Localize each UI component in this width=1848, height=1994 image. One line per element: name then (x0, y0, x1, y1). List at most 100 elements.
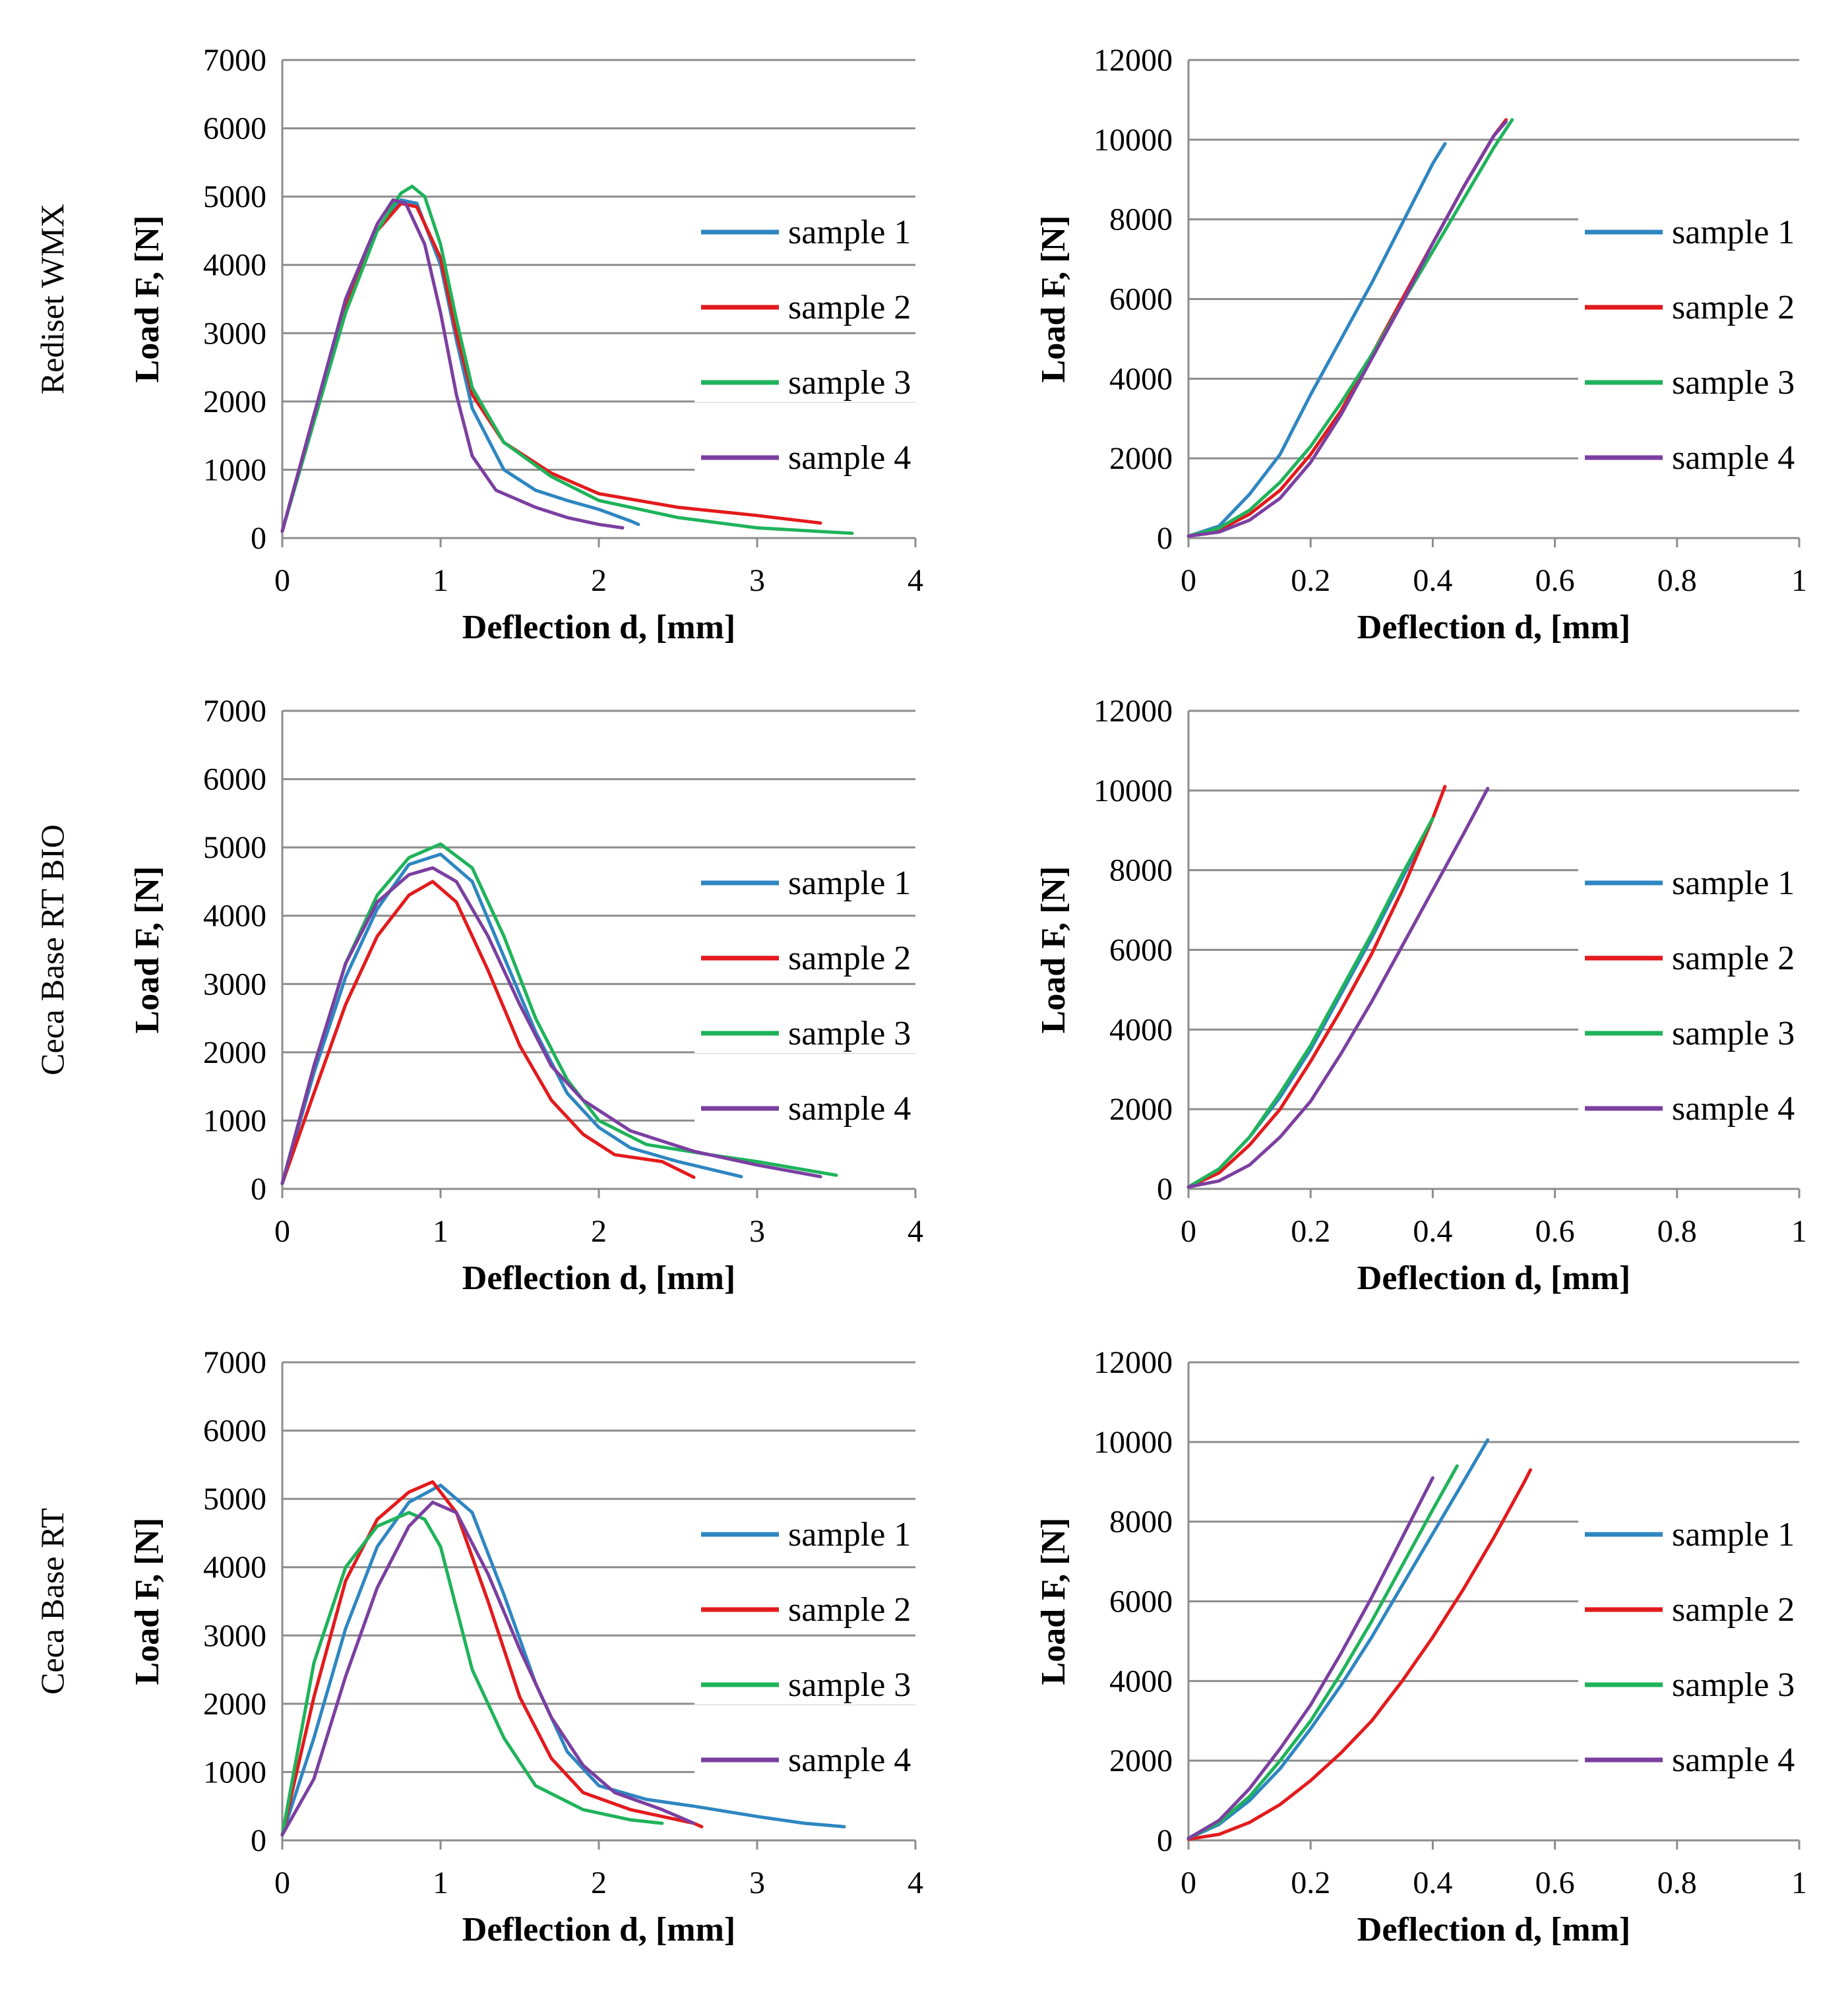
legend-label: sample 3 (788, 1666, 911, 1704)
series-line-sample-3 (1186, 118, 1514, 538)
x-tick-label: 0 (274, 1214, 290, 1249)
y-tick-label: 0 (251, 1172, 266, 1207)
legend-label: sample 1 (1672, 1516, 1795, 1554)
y-axis-title: Load F, [N] (129, 866, 166, 1034)
legend-label: sample 2 (1672, 1591, 1795, 1629)
series-line-sample-4 (280, 866, 822, 1186)
x-tick-label: 2 (591, 1214, 607, 1249)
x-tick-label: 0.6 (1535, 563, 1575, 598)
row-label: Ceca Base RT (34, 1508, 71, 1695)
series-line-sample-3 (280, 1511, 664, 1837)
x-tick-label: 0.8 (1657, 563, 1697, 598)
y-tick-label: 2000 (1109, 1743, 1173, 1778)
y-axis-title: Load F, [N] (1035, 866, 1072, 1034)
x-tick-label: 1 (433, 1865, 448, 1900)
series-line-sample-2 (280, 1480, 704, 1837)
legend-bg (1578, 281, 1835, 327)
legend-label: sample 1 (788, 1516, 911, 1554)
legend-bg (694, 431, 952, 477)
y-tick-label: 0 (251, 521, 266, 556)
legend-bg (694, 1007, 952, 1053)
legend-bg (1578, 206, 1835, 252)
x-tick-label: 0.8 (1657, 1214, 1697, 1249)
y-tick-label: 12000 (1093, 43, 1173, 78)
series-line-sample-2 (1186, 785, 1447, 1189)
y-tick-label: 3000 (203, 316, 266, 351)
chart-panel-0-1: 0 2000 4000 6000 8000 10000 12000 0 0.2 0.4 0.6 0.8… (1035, 43, 1835, 646)
x-tick-label: 4 (908, 1214, 923, 1249)
legend-label: sample 4 (1672, 1090, 1795, 1128)
legend-bg (694, 1658, 952, 1705)
x-tick-label: 1 (433, 1214, 448, 1249)
series-line-sample-4 (1186, 1476, 1434, 1840)
legend-bg (1578, 1734, 1835, 1780)
series-line-sample-4 (1186, 787, 1490, 1189)
legend-bg (694, 857, 952, 903)
y-tick-label: 5000 (203, 830, 266, 865)
chart-panel-2-1: 0 2000 4000 6000 8000 10000 12000 0 0.2 0.4 0.6 0.8… (1035, 1345, 1835, 1949)
series-line-sample-2 (280, 880, 696, 1186)
x-tick-label: 2 (591, 1865, 607, 1900)
y-tick-label: 4000 (1109, 1012, 1173, 1047)
y-tick-label: 6000 (203, 1414, 266, 1449)
legend-bg (694, 1583, 952, 1629)
series-line-sample-3 (1186, 816, 1434, 1189)
x-tick-label: 3 (749, 563, 765, 598)
y-tick-label: 2000 (203, 384, 266, 419)
legend-label: sample 1 (1672, 214, 1795, 251)
y-tick-label: 6000 (203, 762, 266, 797)
series-line-sample-1 (280, 853, 743, 1186)
y-tick-label: 6000 (1109, 933, 1173, 968)
legend-label: sample 4 (788, 1741, 911, 1779)
y-tick-label: 4000 (203, 899, 266, 934)
series-line-sample-1 (1186, 142, 1447, 538)
legend-label: sample 3 (1672, 1666, 1795, 1704)
legend-bg (1578, 932, 1835, 978)
y-axis-title: Load F, [N] (129, 216, 166, 383)
x-tick-label: 4 (908, 563, 923, 598)
series-line-sample-3 (280, 185, 854, 535)
y-tick-label: 2000 (203, 1035, 266, 1070)
y-tick-label: 10000 (1093, 773, 1173, 808)
y-tick-label: 0 (1157, 1172, 1173, 1207)
series-line-sample-1 (1186, 840, 1423, 1189)
series-line-sample-1 (280, 198, 640, 533)
y-tick-label: 0 (1157, 1823, 1173, 1858)
series-line-sample-4 (280, 198, 625, 533)
legend-label: sample 3 (1672, 364, 1795, 402)
legend-bg (694, 1082, 952, 1128)
x-axis-title: Deflection d, [mm] (462, 1259, 735, 1297)
legend-bg (694, 356, 952, 402)
legend-bg (1578, 1082, 1835, 1128)
y-tick-label: 0 (1157, 521, 1173, 556)
y-tick-label: 6000 (1109, 1585, 1173, 1619)
x-tick-label: 1 (1791, 1214, 1807, 1249)
legend-bg (1578, 1583, 1835, 1629)
legend-label: sample 3 (788, 364, 911, 402)
x-axis-title: Deflection d, [mm] (1357, 1911, 1630, 1949)
y-tick-label: 1000 (203, 452, 266, 487)
series-line-sample-4 (280, 1500, 696, 1837)
series-line-sample-1 (1186, 1438, 1490, 1840)
x-tick-label: 0.8 (1657, 1865, 1697, 1900)
legend-bg (1578, 1658, 1835, 1705)
legend-bg (694, 281, 952, 327)
legend-label: sample 2 (1672, 940, 1795, 977)
y-tick-label: 10000 (1093, 123, 1173, 158)
y-tick-label: 4000 (1109, 361, 1173, 396)
y-tick-label: 1000 (203, 1755, 266, 1790)
y-tick-label: 8000 (1109, 853, 1173, 888)
legend-label: sample 3 (788, 1015, 911, 1052)
y-tick-label: 2000 (203, 1687, 266, 1722)
legend-bg (694, 932, 952, 978)
legend-label: sample 1 (788, 864, 911, 902)
x-tick-label: 0.4 (1413, 563, 1452, 598)
y-tick-label: 6000 (1109, 282, 1173, 317)
legend-bg (1578, 857, 1835, 903)
y-axis-title: Load F, [N] (129, 1518, 166, 1685)
y-tick-label: 6000 (203, 111, 266, 146)
y-tick-label: 7000 (203, 1345, 266, 1380)
x-axis-title: Deflection d, [mm] (462, 609, 735, 646)
